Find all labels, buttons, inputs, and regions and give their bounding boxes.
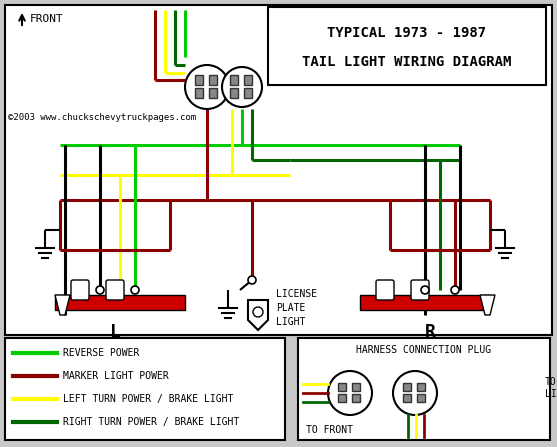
Bar xyxy=(360,295,490,310)
Circle shape xyxy=(96,286,104,294)
Text: TO
LIGHTS: TO LIGHTS xyxy=(545,377,557,399)
Circle shape xyxy=(131,286,139,294)
Polygon shape xyxy=(480,295,495,315)
Bar xyxy=(195,75,203,85)
FancyBboxPatch shape xyxy=(376,280,394,300)
Text: FRONT: FRONT xyxy=(30,14,63,24)
FancyBboxPatch shape xyxy=(71,280,89,300)
Text: TAIL LIGHT WIRING DIAGRAM: TAIL LIGHT WIRING DIAGRAM xyxy=(302,55,512,69)
Bar xyxy=(403,394,411,402)
Bar xyxy=(338,394,346,402)
Circle shape xyxy=(328,371,372,415)
Bar xyxy=(268,7,546,85)
Bar xyxy=(209,88,217,98)
Bar xyxy=(209,75,217,85)
Text: ©2003 www.chuckschevytruckpages.com: ©2003 www.chuckschevytruckpages.com xyxy=(8,114,196,122)
Bar xyxy=(230,88,238,98)
Bar xyxy=(417,383,425,391)
Polygon shape xyxy=(248,300,268,330)
Text: RIGHT TURN POWER / BRAKE LIGHT: RIGHT TURN POWER / BRAKE LIGHT xyxy=(63,417,240,427)
Bar xyxy=(244,88,252,98)
Text: HARNESS CONNECTION PLUG: HARNESS CONNECTION PLUG xyxy=(356,345,492,355)
Text: MARKER LIGHT POWER: MARKER LIGHT POWER xyxy=(63,371,169,381)
Bar xyxy=(352,383,360,391)
Text: LEFT TURN POWER / BRAKE LIGHT: LEFT TURN POWER / BRAKE LIGHT xyxy=(63,394,233,404)
Bar xyxy=(298,338,550,440)
Circle shape xyxy=(222,67,262,107)
Circle shape xyxy=(421,286,429,294)
Bar xyxy=(338,383,346,391)
FancyBboxPatch shape xyxy=(411,280,429,300)
Circle shape xyxy=(393,371,437,415)
Bar xyxy=(417,394,425,402)
Text: REVERSE POWER: REVERSE POWER xyxy=(63,348,139,358)
Bar xyxy=(5,5,552,335)
Bar xyxy=(5,338,285,440)
Bar xyxy=(230,75,238,85)
Bar xyxy=(403,383,411,391)
Text: R: R xyxy=(424,323,436,341)
Text: TYPICAL 1973 - 1987: TYPICAL 1973 - 1987 xyxy=(328,26,487,40)
Bar xyxy=(55,295,185,310)
FancyBboxPatch shape xyxy=(106,280,124,300)
Text: LICENSE
PLATE
LIGHT: LICENSE PLATE LIGHT xyxy=(276,289,317,327)
Bar xyxy=(352,394,360,402)
Circle shape xyxy=(185,65,229,109)
Bar xyxy=(195,88,203,98)
Bar xyxy=(244,75,252,85)
Circle shape xyxy=(253,307,263,317)
Polygon shape xyxy=(55,295,70,315)
Text: L: L xyxy=(110,323,120,341)
Circle shape xyxy=(248,276,256,284)
Text: TO FRONT: TO FRONT xyxy=(306,425,353,435)
Circle shape xyxy=(451,286,459,294)
